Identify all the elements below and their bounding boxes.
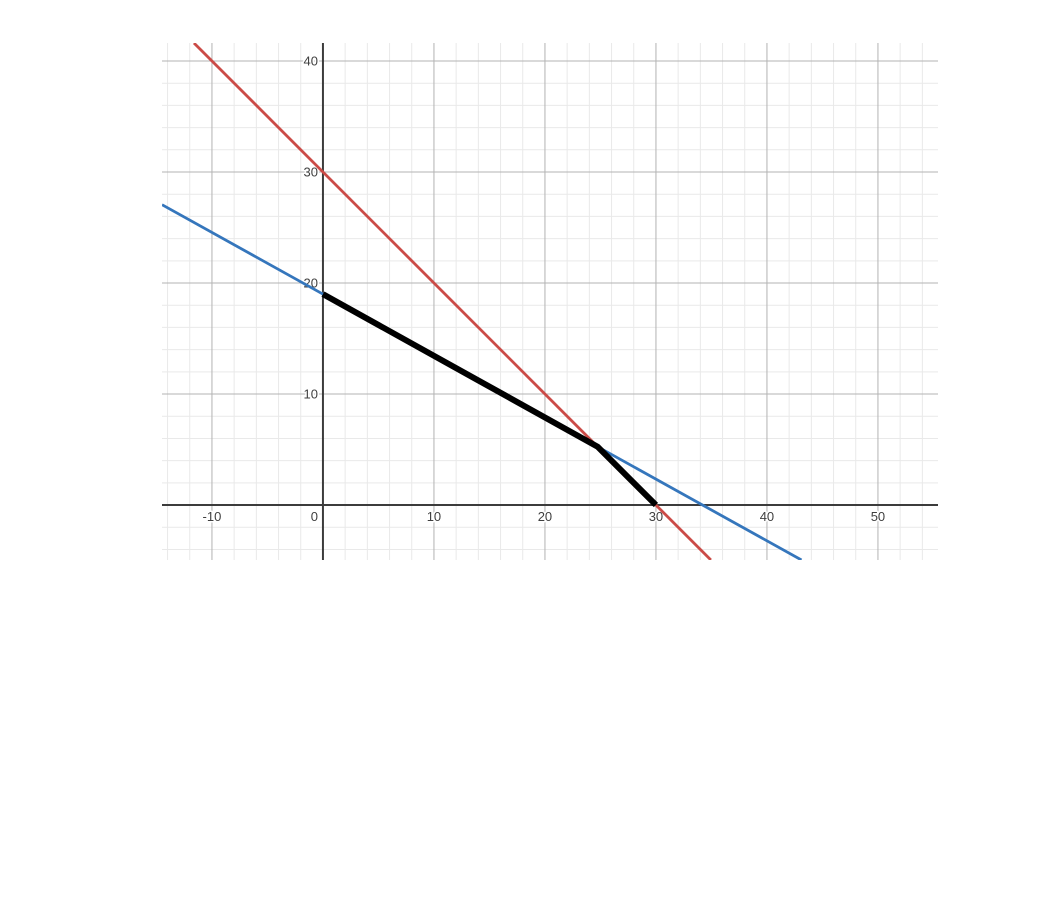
x-tick-label: 10	[427, 509, 441, 524]
x-tick-label: 30	[649, 509, 663, 524]
grid-major	[162, 43, 938, 560]
series-lines	[162, 43, 803, 560]
y-tick-label: 40	[303, 53, 317, 68]
y-tick-label: 10	[303, 387, 317, 402]
grid-minor	[162, 43, 938, 560]
x-tick-label: -10	[203, 509, 222, 524]
y-tick-label: 30	[303, 165, 317, 180]
graph-paper[interactable]: -10 0 10 20 30 40 50 10 20 30 40	[162, 43, 938, 560]
x-tick-label: 40	[760, 509, 774, 524]
black-boundary-segment[interactable]	[321, 291, 659, 508]
x-tick-label: 20	[538, 509, 552, 524]
axes	[162, 43, 938, 560]
x-tick-label: 50	[871, 509, 885, 524]
x-tick-label: 0	[311, 509, 318, 524]
